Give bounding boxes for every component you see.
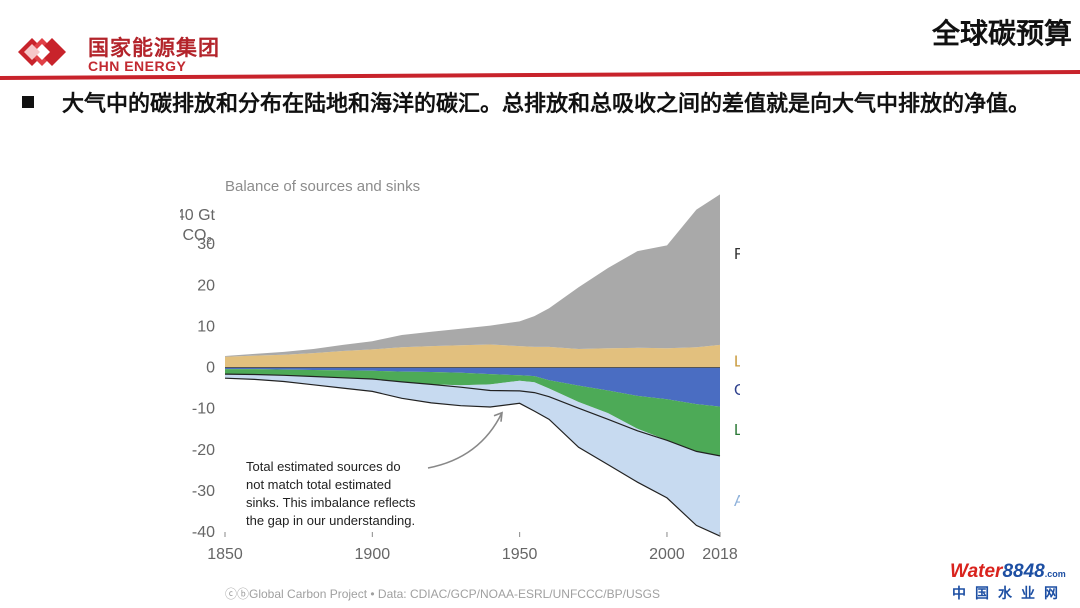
company-name-en: CHN ENERGY: [88, 58, 187, 74]
y-axis-label-line1: 40 Gt: [180, 207, 216, 224]
y-tick-label: 30: [197, 236, 215, 253]
chn-energy-logo-icon: [18, 38, 66, 66]
area-ocean-sink: [225, 367, 720, 407]
company-name-cn: 国家能源集团: [88, 36, 220, 60]
y-tick-label: -20: [192, 442, 215, 459]
y-tick-label: -10: [192, 401, 215, 418]
x-tick-label: 1900: [355, 546, 391, 563]
annotation-arrow: [427, 412, 503, 469]
slide-title: 全球碳预算: [931, 17, 1072, 50]
area-fossil-carbon: [225, 194, 720, 357]
header-divider-bar: [0, 70, 1080, 80]
y-tick-label: -40: [192, 524, 215, 541]
area-land-use-change: [225, 344, 720, 368]
x-ticks: 1850 1900 1950 2000 2018: [207, 532, 738, 563]
series-label-ocean-sink: Ocean sink: [734, 382, 740, 399]
x-tick-label: 2018: [702, 546, 738, 563]
annotation-line: Total estimated sources do: [246, 459, 401, 474]
annotation-arrowhead: [493, 411, 503, 422]
x-tick-label: 1950: [502, 546, 538, 563]
series-label-land-use-change: Land-use change: [734, 353, 740, 370]
watermark-dotcom: .com: [1044, 569, 1066, 579]
series-label-land-sink: Land sink: [734, 422, 740, 439]
annotation-line: the gap in our understanding.: [246, 513, 415, 528]
y-ticks: 30 20 10 0 -10 -20 -30 -40: [192, 236, 215, 541]
watermark-ater: ater: [967, 561, 1003, 582]
annotation-line: not match total estimated: [246, 477, 391, 492]
chart-layers: [224, 194, 721, 537]
y-axis-label: 40 Gt CO2: [180, 207, 216, 247]
watermark-logo: Water8848.com: [950, 561, 1066, 583]
series-labels: Fossil carbon Land-use change Ocean sink La…: [734, 246, 740, 510]
land-sink-boundary-line: [224, 373, 721, 457]
y-tick-label: 10: [197, 318, 215, 335]
y-tick-label: 0: [206, 360, 215, 377]
carbon-budget-chart: Balance of sources and sinks 40 Gt CO2 3…: [180, 178, 740, 601]
chart-title: Balance of sources and sinks: [225, 178, 420, 195]
bullet-square: [22, 96, 34, 108]
watermark-number: 8848: [1002, 561, 1045, 582]
x-tick-label: 1850: [207, 546, 243, 563]
bullet-text: 大气中的碳排放和分布在陆地和海洋的碳汇。总排放和总吸收之间的差值就是向大气中排放…: [62, 92, 1031, 117]
area-land-sink: [225, 369, 720, 456]
y-tick-label: 20: [197, 277, 215, 294]
atmosphere-boundary-line: [224, 377, 721, 537]
series-label-fossil-carbon: Fossil carbon: [734, 246, 740, 263]
annotation-line: sinks. This imbalance reflects: [246, 495, 416, 510]
chart-source: ⓒⓑGlobal Carbon Project • Data: CDIAC/GC…: [225, 587, 660, 601]
series-label-atmosphere: Atmosphere: [734, 493, 740, 510]
x-tick-label: 2000: [649, 546, 685, 563]
watermark-w: W: [950, 561, 968, 582]
imbalance-annotation: Total estimated sources do not match tota…: [246, 411, 503, 528]
watermark-cn: 中国水业网: [952, 586, 1067, 602]
y-axis-label-line2: CO2: [182, 227, 212, 247]
y-tick-label: -30: [192, 483, 215, 500]
